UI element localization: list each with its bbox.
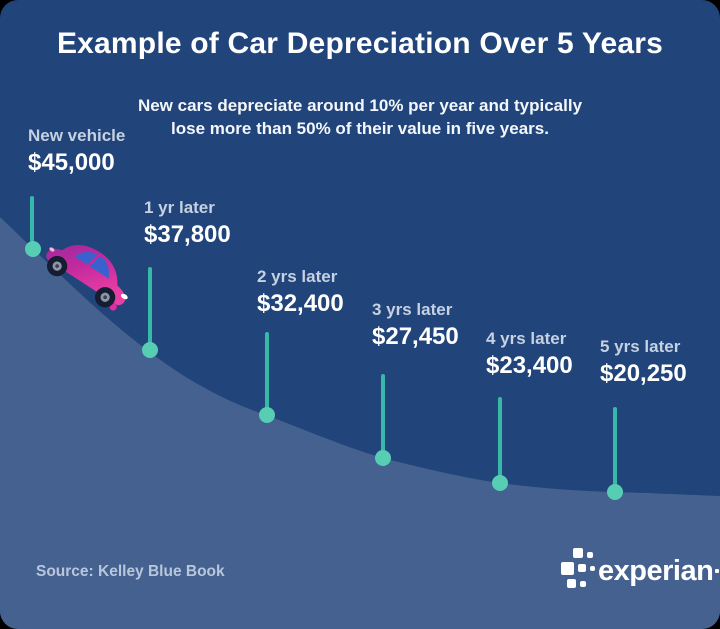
marker-line [265, 332, 269, 409]
marker-dot [259, 407, 275, 423]
marker-line [148, 267, 152, 344]
marker-line [498, 397, 502, 477]
car-icon [36, 220, 148, 321]
page-title: Example of Car Depreciation Over 5 Years [56, 27, 664, 60]
data-point-2yrs: 2 yrs later $32,400 [257, 267, 344, 318]
source-attribution: Source: Kelley Blue Book [36, 563, 225, 580]
experian-wordmark: experian [598, 554, 714, 587]
wordmark-period-dot [715, 569, 720, 573]
point-label: 1 yr later [144, 198, 215, 217]
point-value: $37,800 [144, 221, 231, 248]
data-point-5yrs: 5 yrs later $20,250 [600, 337, 687, 388]
point-label: 3 yrs later [372, 300, 453, 319]
marker-dot [25, 241, 41, 257]
point-value: $45,000 [28, 149, 115, 176]
chart-subtitle: New cars depreciate around 10% per year … [0, 94, 720, 140]
data-point-4yrs: 4 yrs later $23,400 [486, 329, 573, 380]
point-label: New vehicle [28, 126, 126, 145]
point-label: 5 yrs later [600, 337, 681, 356]
experian-logo: experian [561, 546, 720, 596]
marker-dot [375, 450, 391, 466]
data-point-new-vehicle: New vehicle $45,000 [28, 126, 125, 177]
point-value: $32,400 [257, 290, 344, 317]
point-value: $20,250 [600, 360, 687, 387]
subtitle-line-1: New cars depreciate around 10% per year … [137, 96, 583, 115]
experian-blocks-icon [561, 546, 597, 596]
subtitle-line-2: lose more than 50% of their value in fiv… [171, 119, 549, 138]
marker-line [613, 407, 617, 486]
marker-dot [492, 475, 508, 491]
point-label: 4 yrs later [486, 329, 567, 348]
data-point-3yrs: 3 yrs later $27,450 [372, 300, 459, 351]
point-value: $27,450 [372, 323, 459, 350]
point-label: 2 yrs later [257, 267, 338, 286]
marker-dot [142, 342, 158, 358]
data-point-1yr: 1 yr later $37,800 [144, 198, 231, 249]
marker-line [381, 374, 385, 452]
marker-dot [607, 484, 623, 500]
marker-line [30, 196, 34, 242]
point-value: $23,400 [486, 352, 573, 379]
